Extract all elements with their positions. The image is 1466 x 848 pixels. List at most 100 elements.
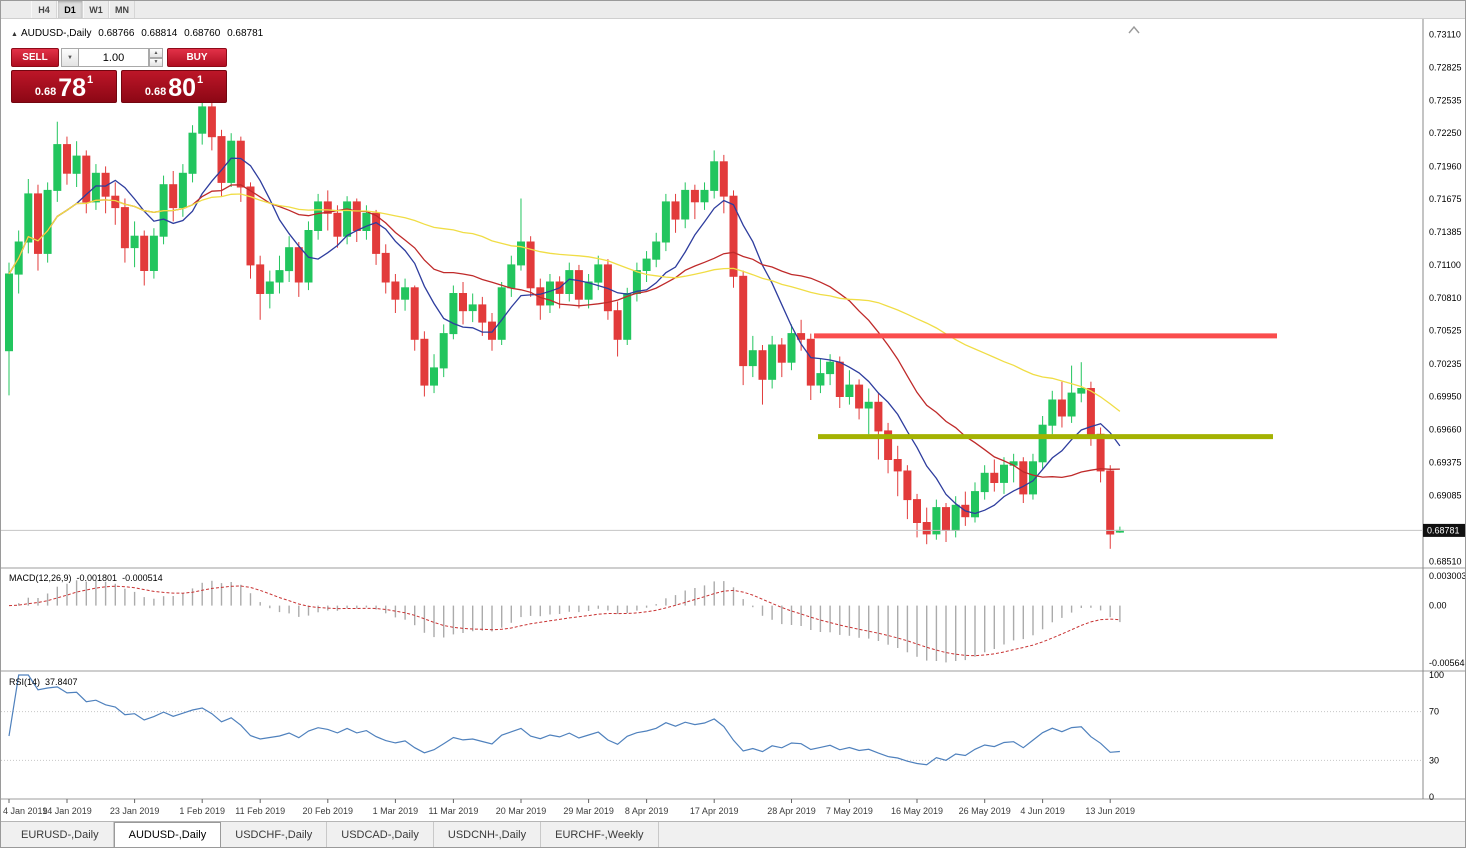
one-click-trading-panel: SELL ▼ ▲ ▼ BUY 0.68 78 1 0.68 80 1: [11, 48, 227, 103]
tab-usdchf-daily[interactable]: USDCHF-,Daily: [221, 822, 328, 847]
date-axis-label: 20 Feb 2019: [303, 806, 354, 816]
candle-body: [420, 338, 429, 386]
date-axis-label: 20 Mar 2019: [496, 806, 547, 816]
sell-price-display[interactable]: 0.68 78 1: [11, 70, 117, 103]
one-click-collapse-arrow[interactable]: ▲: [11, 31, 18, 38]
candle-body: [304, 230, 313, 283]
rsi-axis-label: 0: [1429, 792, 1434, 802]
volume-down-icon[interactable]: ▼: [149, 57, 163, 67]
candle-body: [246, 186, 255, 266]
date-axis-label: 4 Jun 2019: [1020, 806, 1065, 816]
symbol-ohlc-header: ▲ AUDUSD-,Daily 0.68766 0.68814 0.68760 0…: [11, 28, 267, 39]
candle-body: [178, 172, 187, 209]
date-axis-label: 23 Jan 2019: [110, 806, 160, 816]
candle-body: [681, 189, 690, 220]
candle-body: [294, 247, 303, 283]
ohlc-open: 0.68766: [98, 28, 135, 39]
candle-body: [536, 287, 545, 306]
candle-body: [381, 252, 390, 283]
price-axis-label: 0.70810: [1429, 293, 1462, 303]
symbol-name: AUDUSD-,Daily: [20, 28, 92, 39]
buy-price-display[interactable]: 0.68 80 1: [121, 70, 227, 103]
buy-price-base: 0.68: [144, 86, 167, 98]
candle-body: [864, 401, 873, 409]
candle-body: [120, 207, 129, 249]
candle-body: [1057, 399, 1066, 417]
candle-body: [497, 287, 506, 340]
candle-body: [401, 287, 410, 300]
rsi-value: 37.8407: [45, 677, 78, 687]
candle-body: [574, 270, 583, 300]
candle-body: [24, 193, 33, 243]
candle-body: [236, 140, 245, 188]
candle-body: [874, 401, 883, 432]
rsi-label: RSI(14) 37.8407: [9, 677, 83, 687]
timeframe-h4-button[interactable]: H4: [31, 1, 57, 18]
buy-price-sup: 1: [197, 74, 204, 86]
macd-label: MACD(12,26,9) -0.001801 -0.000514: [9, 573, 168, 583]
candle-body: [140, 235, 149, 271]
candle-body: [661, 201, 670, 243]
tab-eurchf-weekly[interactable]: EURCHF-,Weekly: [541, 822, 659, 847]
rsi-axis-label: 70: [1429, 707, 1439, 717]
tab-eurusd-daily[interactable]: EURUSD-,Daily: [7, 822, 114, 847]
candle-body: [971, 491, 979, 518]
timeframe-toolbar: H4 D1 W1 MN: [1, 1, 1465, 19]
sell-price-base: 0.68: [34, 86, 57, 98]
volume-stepper: ▲ ▼: [149, 48, 163, 67]
date-axis-label: 28 Apr 2019: [767, 806, 816, 816]
candle-body: [787, 333, 796, 363]
candle-body: [845, 384, 854, 398]
candle-body: [314, 201, 323, 231]
candle-body: [53, 144, 62, 191]
price-axis-label: 0.72825: [1429, 62, 1462, 72]
sell-button[interactable]: SELL: [11, 48, 59, 67]
candle-body: [835, 361, 844, 398]
date-axis-label: 8 Apr 2019: [625, 806, 669, 816]
candle-body: [913, 499, 921, 524]
price-axis-label: 0.71100: [1429, 260, 1461, 270]
candle-body: [275, 270, 284, 283]
volume-up-icon[interactable]: ▲: [149, 48, 163, 58]
volume-dropdown-icon[interactable]: ▼: [61, 48, 79, 67]
rsi-axis-label: 100: [1429, 670, 1444, 680]
candle-body: [488, 321, 496, 340]
date-axis-label: 26 May 2019: [959, 806, 1011, 816]
chart-shift-marker[interactable]: [1128, 25, 1140, 34]
date-axis-label: 11 Mar 2019: [428, 806, 478, 816]
candle-body: [72, 155, 81, 174]
candle-body: [632, 270, 641, 295]
date-axis-label: 1 Mar 2019: [373, 806, 419, 816]
tab-audusd-daily[interactable]: AUDUSD-,Daily: [113, 822, 222, 847]
ohlc-high: 0.68814: [141, 28, 178, 39]
timeframe-w1-button[interactable]: W1: [83, 1, 109, 18]
ohlc-low: 0.68760: [184, 28, 221, 39]
volume-input[interactable]: [79, 48, 149, 67]
candle-body: [130, 235, 139, 249]
price-axis-label: 0.72250: [1429, 128, 1462, 138]
candle-body: [439, 333, 448, 369]
candle-body: [748, 350, 757, 367]
rsi-name: RSI(14): [9, 677, 41, 687]
candle-body: [1106, 470, 1115, 535]
buy-price-big: 80: [168, 74, 197, 102]
date-axis-label: 17 Apr 2019: [690, 806, 739, 816]
candle-body: [1038, 424, 1047, 463]
buy-button[interactable]: BUY: [167, 48, 227, 67]
candle-body: [468, 304, 477, 312]
candle-body: [217, 136, 226, 183]
date-axis-label: 1 Feb 2019: [179, 806, 225, 816]
macd-signal-line: [8, 585, 1120, 657]
candle-body: [362, 212, 371, 232]
candle-body: [1067, 392, 1076, 417]
tab-usdcad-daily[interactable]: USDCAD-,Daily: [327, 822, 434, 847]
timeframe-d1-button[interactable]: D1: [57, 1, 83, 18]
candle-body: [584, 281, 593, 300]
timeframe-mn-button[interactable]: MN: [109, 1, 135, 18]
candle-body: [758, 350, 767, 380]
tab-usdcnh-daily[interactable]: USDCNH-,Daily: [433, 822, 542, 847]
candle-body: [1019, 461, 1028, 495]
price-axis-label: 0.69085: [1429, 491, 1462, 501]
price-chart[interactable]: 0.687810.731100.728250.725350.722500.719…: [1, 19, 1466, 823]
sell-price-big: 78: [58, 74, 87, 102]
